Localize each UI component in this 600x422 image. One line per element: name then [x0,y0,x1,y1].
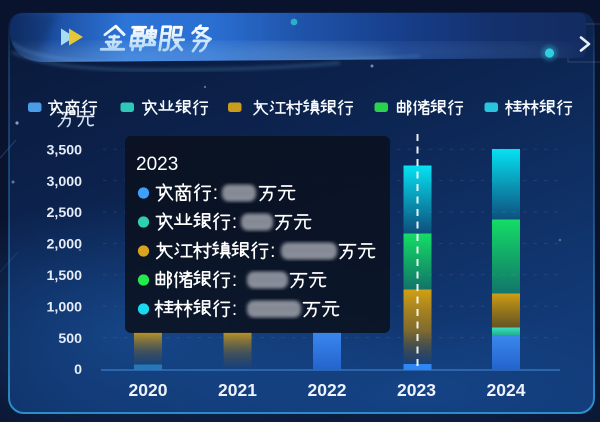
svg-text:2024: 2024 [487,380,526,400]
svg-text::: : [232,212,237,233]
svg-text:2,500: 2,500 [46,205,82,221]
svg-text:1,000: 1,000 [46,299,82,315]
svg-text:2023: 2023 [136,154,178,175]
svg-text::: : [232,299,237,320]
svg-text:0: 0 [74,362,82,378]
svg-text:500: 500 [58,331,82,347]
svg-text:2020: 2020 [129,380,168,400]
svg-text::: : [232,270,237,291]
svg-text:2022: 2022 [308,380,347,400]
svg-text:2021: 2021 [218,380,257,400]
svg-text:2,000: 2,000 [46,237,82,253]
svg-text::: : [270,241,275,262]
svg-text:3,500: 3,500 [46,142,82,158]
svg-text:1,500: 1,500 [46,268,82,284]
svg-text::: : [213,183,218,204]
svg-text:2023: 2023 [397,380,436,400]
svg-text:3,000: 3,000 [46,174,82,190]
